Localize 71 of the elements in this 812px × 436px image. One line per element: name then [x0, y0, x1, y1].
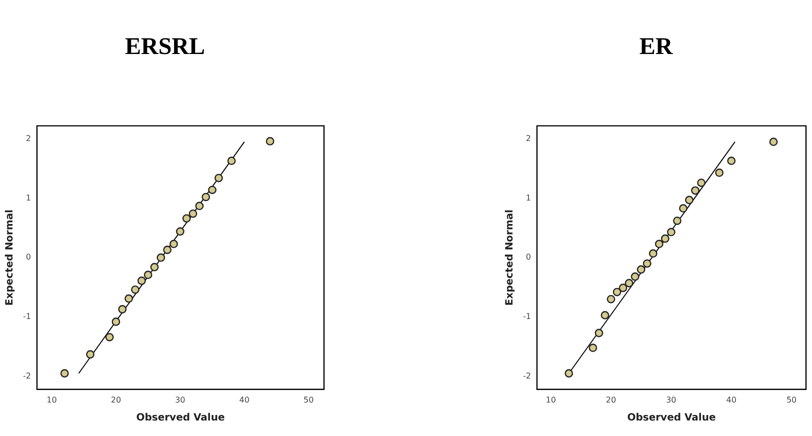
x-tick-label: 50: [303, 395, 314, 404]
point: [208, 186, 216, 194]
y-tick-label: 1: [26, 193, 31, 202]
chart-title: ERSRL: [124, 34, 206, 61]
point: [202, 192, 210, 202]
point: [673, 216, 682, 225]
point: [60, 369, 69, 378]
x-tick-label: 20: [110, 395, 122, 404]
point: [156, 253, 166, 262]
x-tick-label: 20: [606, 395, 616, 404]
point: [618, 284, 628, 292]
point: [600, 310, 610, 320]
point: [137, 276, 146, 285]
point: [666, 228, 676, 236]
x-axis-title: Observed Value: [136, 412, 225, 424]
point: [660, 234, 670, 243]
point: [715, 168, 724, 177]
point: [150, 262, 159, 272]
point: [612, 288, 622, 296]
point: [182, 214, 191, 223]
point: [105, 332, 114, 342]
y-tick-label: 2: [26, 134, 31, 143]
point: [594, 328, 604, 338]
point: [144, 270, 152, 280]
point: [697, 178, 706, 187]
x-tick-label: 10: [546, 395, 556, 404]
point: [648, 249, 658, 258]
x-tick-label: 50: [786, 395, 797, 404]
point: [654, 240, 664, 248]
x-tick-label: 40: [726, 395, 736, 404]
point: [564, 369, 574, 378]
point: [630, 272, 640, 281]
point: [624, 278, 634, 288]
point: [691, 186, 700, 195]
y-tick-label: -2: [522, 371, 531, 380]
y-axis-title: Expected Normal: [4, 210, 16, 306]
y-tick-label: -1: [22, 312, 31, 322]
point: [170, 240, 178, 248]
x-tick-label: 30: [666, 395, 676, 404]
point: [112, 318, 120, 326]
point: [118, 305, 127, 314]
point: [679, 204, 688, 213]
point: [195, 202, 204, 210]
y-tick-label: -2: [22, 371, 31, 380]
y-tick-label: 1: [526, 193, 531, 202]
y-tick-label: 0: [26, 252, 31, 262]
chart-title: ER: [638, 34, 674, 61]
point: [636, 265, 646, 274]
point: [769, 138, 778, 146]
point: [86, 350, 94, 359]
point: [727, 156, 736, 166]
point: [163, 246, 172, 254]
point: [214, 174, 223, 182]
x-tick-label: 10: [46, 395, 57, 404]
point: [266, 137, 274, 146]
x-tick-label: 40: [239, 395, 250, 404]
point: [124, 294, 133, 303]
point: [606, 294, 616, 304]
y-axis-title: Expected Normal: [504, 210, 516, 306]
x-tick-label: 30: [175, 395, 186, 404]
point: [642, 259, 652, 268]
y-tick-label: 0: [526, 252, 531, 262]
point: [227, 156, 236, 166]
x-axis-title: Observed Value: [627, 412, 716, 424]
point: [131, 285, 140, 294]
y-tick-label: 2: [526, 134, 531, 143]
point: [685, 196, 694, 204]
point: [176, 227, 184, 236]
point: [188, 209, 198, 218]
point: [588, 344, 598, 352]
y-tick-label: -1: [522, 312, 531, 322]
